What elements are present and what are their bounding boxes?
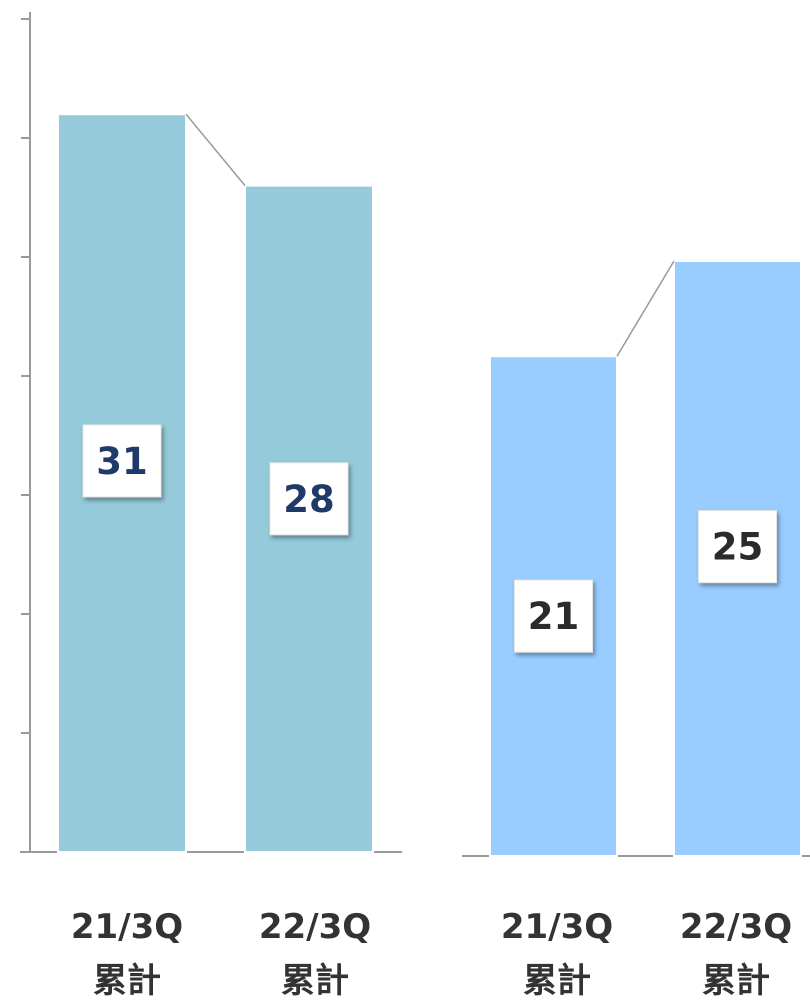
category-label: 21/3Q 累計 bbox=[501, 907, 613, 1001]
data-label-box bbox=[514, 579, 593, 653]
data-label-box bbox=[269, 462, 349, 536]
connector-line bbox=[185, 113, 246, 187]
data-label: 21 bbox=[528, 595, 580, 638]
connector-line bbox=[616, 260, 675, 357]
data-label-box bbox=[82, 424, 162, 498]
data-label: 28 bbox=[283, 478, 335, 521]
category-label: 21/3Q 累計 bbox=[71, 907, 183, 1001]
category-label: 22/3Q 累計 bbox=[680, 907, 792, 1001]
data-label: 25 bbox=[712, 526, 764, 569]
data-label-box bbox=[698, 510, 777, 584]
category-label: 22/3Q 累計 bbox=[259, 907, 371, 1001]
data-label: 31 bbox=[96, 440, 148, 483]
